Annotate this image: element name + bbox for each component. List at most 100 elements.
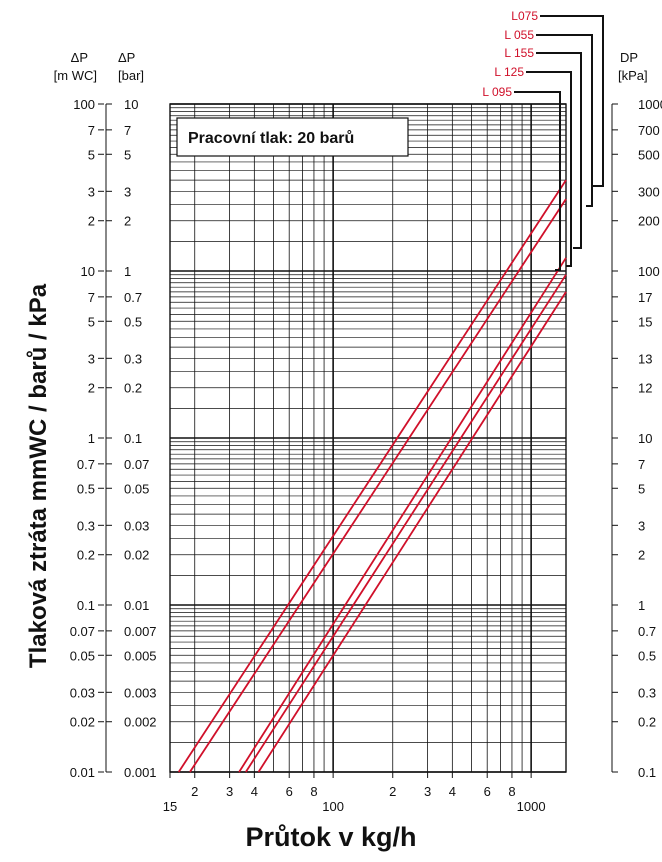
- y-tick-label: 0.05: [70, 648, 95, 663]
- y-tick-label: 3: [88, 351, 95, 366]
- y-tick-label: 0.7: [124, 290, 142, 305]
- y-tick-label: 0.3: [124, 351, 142, 366]
- chart-title: Pracovní tlak: 20 barů: [188, 130, 354, 147]
- y-tick-label: 17: [638, 290, 652, 305]
- y-tick-label: 2: [88, 214, 95, 229]
- y-tick-label: 7: [88, 290, 95, 305]
- x-tick-label: 100: [322, 799, 344, 814]
- series-line-l075: [177, 179, 567, 773]
- y-tick-label: 0.02: [70, 715, 95, 730]
- y-tick-label: 500: [638, 147, 660, 162]
- y-tick-label: 0.03: [124, 518, 149, 533]
- y-tick-label: 0.7: [77, 457, 95, 472]
- y-tick-label: 0.05: [124, 481, 149, 496]
- y-tick-label: 0.5: [124, 314, 142, 329]
- y-tick-label: 0.007: [124, 624, 157, 639]
- y-tick-label: 3: [124, 184, 131, 199]
- y-tick-label: 0.5: [77, 481, 95, 496]
- x-tick-label: 4: [449, 784, 456, 799]
- x-tick-label: 6: [286, 784, 293, 799]
- y-tick-label: 0.2: [638, 715, 656, 730]
- flow-curves: [177, 179, 567, 773]
- y-tick-label: 0.07: [70, 624, 95, 639]
- y-tick-label: 2: [124, 214, 131, 229]
- y-tick-label: 0.2: [124, 381, 142, 396]
- legend-label: L075: [511, 9, 538, 23]
- y-tick-label: 5: [88, 147, 95, 162]
- x-tick-label: 2: [389, 784, 396, 799]
- axis-unit-bar: [bar]: [118, 68, 144, 83]
- plot-frame: [169, 103, 567, 773]
- y-tick-label: 12: [638, 381, 652, 396]
- y-tick-label: 0.01: [70, 765, 95, 780]
- legend: L075 L 055 L 155 L 125 L 095: [482, 9, 538, 99]
- x-tick-label: 1000: [517, 799, 546, 814]
- x-tick-label: 3: [424, 784, 431, 799]
- y-tick-label: 0.3: [77, 518, 95, 533]
- y-tick-label: 700: [638, 123, 660, 138]
- y-tick-label: 0.7: [638, 624, 656, 639]
- axis-header-bar: ΔP: [118, 50, 135, 65]
- y-tick-label: 1: [638, 598, 645, 613]
- axis-header-mwc: ΔP: [71, 50, 88, 65]
- x-tick-label: 2: [191, 784, 198, 799]
- x-tick-label: 15: [163, 799, 177, 814]
- y-tick-label: 300: [638, 184, 660, 199]
- y-tick-label: 200: [638, 214, 660, 229]
- y-tick-label: 13: [638, 351, 652, 366]
- y-tick-label: 2: [88, 381, 95, 396]
- title-box: [176, 117, 409, 157]
- axis-unit-kpa: [kPa]: [618, 68, 648, 83]
- axis-unit-mwc: [m WC]: [54, 68, 97, 83]
- y-tick-label: 7: [88, 123, 95, 138]
- x-tick-label: 8: [310, 784, 317, 799]
- y-axis-kpa-labels: 1000 700 500 300 200 100 17 15 13 12 10 7 5 3 2 1 0.7 0.5…: [612, 97, 662, 780]
- x-tick-label: 3: [226, 784, 233, 799]
- y-axis-mwc-labels: 100 7 5 3 2 10 7 5 3 2 1 0.7 0.5 0.3 0.2 0.1 0.07 0.05 0.0…: [70, 97, 104, 780]
- y-tick-label: 0.5: [638, 648, 656, 663]
- axis-header-kpa: DP: [620, 50, 638, 65]
- y-tick-label: 10: [124, 97, 138, 112]
- y-tick-label: 0.003: [124, 685, 157, 700]
- y-axis-bar-labels: 10 7 5 3 2 1 0.7 0.5 0.3 0.2 0.1 0.07 0.05 0.03 0.02 0.…: [106, 97, 157, 780]
- y-tick-label: 2: [638, 548, 645, 563]
- y-tick-label: 5: [88, 314, 95, 329]
- series-line-l055: [189, 198, 567, 773]
- y-tick-label: 3: [88, 184, 95, 199]
- y-tick-label: 0.002: [124, 715, 157, 730]
- y-tick-label: 10: [638, 431, 652, 446]
- legend-label: L 155: [504, 46, 534, 60]
- y-tick-label: 0.005: [124, 648, 157, 663]
- x-tick-label: 6: [484, 784, 491, 799]
- series-line-l095: [257, 291, 567, 773]
- legend-label: L 095: [482, 85, 512, 99]
- legend-label: L 125: [494, 65, 524, 79]
- y-tick-label: 0.3: [638, 685, 656, 700]
- legend-leaders: [514, 15, 604, 271]
- y-tick-label: 1000: [638, 97, 662, 112]
- y-axis-title: Tlaková ztráta mmWC / barů / kPa: [25, 283, 52, 668]
- y-tick-label: 0.1: [77, 598, 95, 613]
- y-tick-label: 0.1: [124, 431, 142, 446]
- y-tick-label: 7: [124, 123, 131, 138]
- x-axis-title: Průtok v kg/h: [245, 822, 416, 852]
- y-tick-label: 100: [638, 264, 660, 279]
- y-tick-label: 0.03: [70, 685, 95, 700]
- y-tick-label: 10: [81, 264, 95, 279]
- y-tick-label: 1: [88, 431, 95, 446]
- y-tick-label: 0.001: [124, 765, 157, 780]
- y-tick-label: 5: [638, 481, 645, 496]
- y-tick-label: 100: [73, 97, 95, 112]
- y-tick-label: 5: [124, 147, 131, 162]
- y-tick-label: 0.02: [124, 548, 149, 563]
- y-tick-label: 3: [638, 518, 645, 533]
- x-tick-label: 8: [508, 784, 515, 799]
- y-tick-label: 0.2: [77, 548, 95, 563]
- y-tick-label: 0.1: [638, 765, 656, 780]
- y-tick-label: 0.07: [124, 457, 149, 472]
- y-tick-label: 7: [638, 457, 645, 472]
- y-tick-label: 15: [638, 314, 652, 329]
- series-line-l155: [238, 257, 567, 773]
